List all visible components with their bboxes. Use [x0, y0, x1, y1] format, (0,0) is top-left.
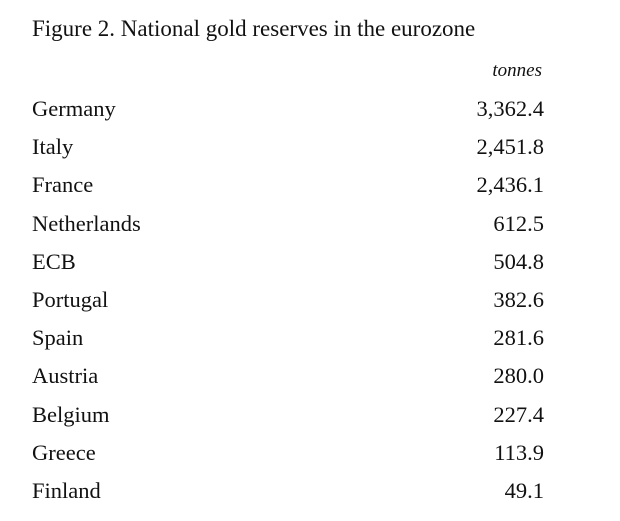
table-row: Italy 2,451.8 — [32, 128, 544, 166]
table-row: Netherlands 612.5 — [32, 205, 544, 243]
reserve-value: 280.0 — [493, 363, 544, 389]
figure-title: Figure 2. National gold reserves in the … — [32, 16, 476, 41]
table-row: Greece 113.9 — [32, 434, 544, 472]
country-label: Germany — [32, 96, 116, 121]
reserve-value: 3,362.4 — [476, 96, 545, 121]
country-label: Italy — [32, 134, 74, 160]
country-label: ECB — [32, 248, 76, 274]
reserve-value: 2,436.1 — [476, 172, 545, 198]
reserve-value: 113.9 — [494, 439, 544, 465]
table-row: Portugal 382.6 — [32, 281, 544, 319]
table-row: Austria 280.0 — [32, 357, 544, 395]
country-label: Belgium — [32, 401, 110, 427]
table-row: Spain 281.6 — [32, 319, 544, 357]
table-row: France 2,436.1 — [32, 166, 544, 204]
country-label: Portugal — [32, 286, 109, 312]
table-row: Belgium 227.4 — [32, 396, 544, 434]
reserve-value: 504.8 — [493, 248, 544, 274]
reserve-value: 2,451.8 — [476, 134, 545, 160]
country-label: France — [32, 172, 94, 198]
unit-header: tonnes — [492, 60, 542, 81]
table-row: Finland 49.1 — [32, 472, 544, 510]
table-body: Germany 3,362.4 Italy 2,451.8 France 2,436.1 N… — [32, 90, 544, 510]
country-label: Spain — [32, 325, 84, 351]
table-row: ECB 504.8 — [32, 243, 544, 281]
country-label: Netherlands — [32, 210, 141, 236]
table-row: Germany 3,362.4 — [32, 90, 544, 128]
country-label: Greece — [32, 439, 96, 465]
reserve-value: 382.6 — [493, 286, 544, 312]
reserve-value: 49.1 — [504, 477, 544, 503]
reserve-value: 227.4 — [493, 401, 544, 427]
reserve-value: 281.6 — [493, 325, 544, 351]
reserve-value: 612.5 — [493, 210, 544, 236]
country-label: Austria — [32, 363, 99, 389]
country-label: Finland — [32, 477, 101, 503]
